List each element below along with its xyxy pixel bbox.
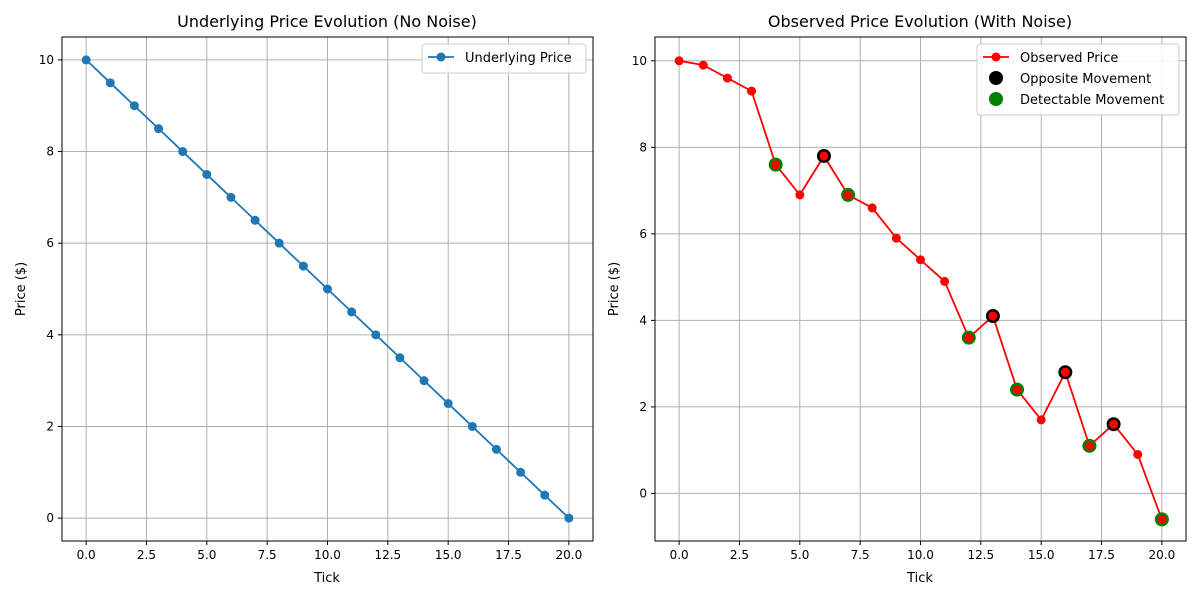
y-tick-label: 6 [639,227,647,241]
data-point [564,513,574,523]
data-point [1109,419,1119,429]
data-point [516,467,526,477]
data-point [129,101,139,111]
data-point [867,203,877,213]
x-axis-label: Tick [313,571,340,586]
y-axis-label: Price ($) [607,262,622,316]
y-tick-label: 4 [639,313,647,327]
y-tick-label: 6 [46,236,54,250]
legend-label: Detectable Movement [1020,93,1164,108]
legend-marker-swatch [436,52,446,62]
x-tick-label: 12.5 [374,548,401,562]
y-tick-label: 8 [639,140,647,154]
data-point [1012,385,1022,395]
data-point [226,192,236,202]
x-tick-label: 5.0 [790,548,809,562]
data-point [105,78,115,88]
data-point [540,490,550,500]
legend-marker-swatch [989,71,1003,85]
data-point [1060,367,1070,377]
data-point [1036,415,1046,425]
data-point [154,124,164,134]
data-point [323,284,332,294]
legend: Observed Price Opposite Movement Detectabl… [976,43,1180,116]
y-tick-label: 10 [39,53,54,67]
y-tick-label: 0 [46,511,54,525]
chart-title: Underlying Price Evolution (No Noise) [177,12,477,31]
legend-box [421,43,587,74]
y-tick-label: 2 [639,400,647,414]
chart-title: Observed Price Evolution (With Noise) [768,12,1072,31]
data-point [491,444,501,454]
data-point [747,86,757,96]
gridlines [62,37,593,541]
data-point [202,169,212,179]
x-tick-label: 2.5 [137,548,156,562]
x-tick-label: 7.5 [258,548,277,562]
data-point [891,233,901,243]
data-point [771,160,781,170]
data-point [81,55,91,65]
data-point [916,255,925,265]
legend-marker-swatch [989,92,1003,106]
series-layer [81,55,574,523]
data-point [443,399,453,409]
y-tick-label: 0 [639,486,647,500]
underlying-price-chart: Underlying Price Evolution (No Noise) 0.… [14,12,594,586]
legend-label: Underlying Price [465,51,572,66]
legend-label: Observed Price [1020,51,1118,66]
data-point [698,60,708,70]
y-axis-label: Price ($) [14,262,29,316]
x-tick-label: 0.0 [670,548,689,562]
data-point [347,307,357,317]
x-tick-label: 7.5 [851,548,870,562]
x-tick-label: 12.5 [967,548,994,562]
data-point [395,353,405,363]
x-tick-label: 10.0 [907,548,934,562]
x-tick-label: 15.0 [435,548,462,562]
x-tick-label: 20.0 [556,548,583,562]
legend-marker-swatch [991,52,1001,62]
legend-label: Opposite Movement [1020,72,1151,87]
x-axis-label: Tick [906,571,933,586]
data-point [843,190,853,200]
data-point [988,311,998,321]
y-tick-label: 4 [46,328,54,342]
data-point [940,276,950,286]
data-point [298,261,308,271]
observed-price-chart: Observed Price Evolution (With Noise) 0.… [607,12,1187,586]
data-point [1133,449,1143,459]
series-layer [674,56,1169,527]
data-point [722,73,732,83]
data-point [419,376,429,386]
data-point [674,56,684,66]
x-tick-label: 17.5 [495,548,522,562]
data-point [371,330,381,340]
x-tick-label: 2.5 [730,548,749,562]
data-point [964,333,974,343]
x-tick-label: 10.0 [314,548,341,562]
data-point [1084,441,1094,451]
data-point [178,147,188,157]
x-tick-label: 17.5 [1088,548,1115,562]
x-tick-label: 15.0 [1028,548,1055,562]
axis-ticks: 0.0 2.5 5.0 7.5 10.0 12.5 15.0 17.5 20.0 0 2 4 6 8 10 [632,54,1176,562]
x-tick-label: 0.0 [77,548,96,562]
x-tick-label: 5.0 [197,548,216,562]
data-point [795,190,805,200]
y-tick-label: 8 [46,145,54,159]
data-point [250,215,260,225]
y-tick-label: 2 [46,419,54,433]
data-point [1157,514,1167,524]
y-tick-label: 10 [632,54,647,68]
x-tick-label: 20.0 [1149,548,1176,562]
data-point [274,238,284,248]
gridlines [655,37,1186,541]
data-point [819,151,829,161]
data-point [467,421,477,431]
legend-box [976,43,1180,116]
legend: Underlying Price [421,43,587,74]
axis-ticks: 0.0 2.5 5.0 7.5 10.0 12.5 15.0 17.5 20.0 0 2 4 6 8 10 [39,53,583,562]
